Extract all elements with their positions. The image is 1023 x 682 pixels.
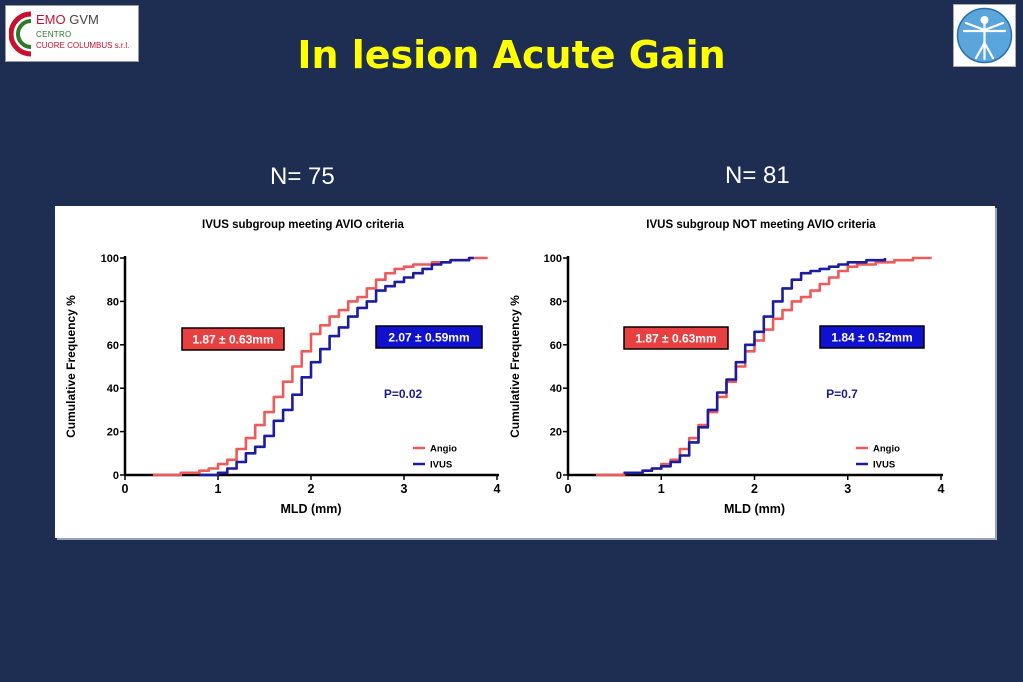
x-tick-label: 2: [751, 482, 758, 496]
vitruvian-man-icon: [956, 7, 1013, 64]
y-tick-label: 20: [107, 427, 119, 439]
emo-gvm-logo: EMO GVM CENTRO CUORE COLUMBUS s.r.l.: [5, 5, 139, 62]
x-tick-label: 2: [308, 482, 315, 496]
x-tick-label: 0: [122, 482, 129, 496]
y-tick-label: 0: [556, 470, 562, 482]
y-tick-label: 40: [107, 383, 119, 395]
chart-1: IVUS subgroup meeting AVIO criteria02040…: [64, 219, 501, 516]
chart-title: IVUS subgroup NOT meeting AVIO criteria: [646, 219, 876, 231]
y-tick-label: 60: [550, 340, 562, 352]
y-tick-label: 100: [101, 253, 119, 265]
y-tick-label: 40: [550, 383, 562, 395]
angio-value-box: [181, 327, 285, 351]
angio-value-box: [623, 326, 729, 350]
legend-label-ivus: IVUS: [873, 460, 895, 471]
x-tick-label: 4: [494, 482, 501, 496]
charts-svg: IVUS subgroup meeting AVIO criteria02040…: [64, 219, 945, 516]
x-tick-label: 1: [215, 482, 222, 496]
p-value: P=0.7: [826, 387, 858, 401]
series-line-ivus: [199, 256, 474, 477]
ivus-value-label: 2.07 ± 0.59mm: [388, 331, 469, 345]
y-axis-label: Cumulative Frequency %: [64, 295, 78, 438]
logo-line-1: EMO GVM: [36, 12, 99, 27]
legend-label-angio: Angio: [430, 444, 457, 455]
n-label-right: N= 81: [725, 162, 790, 189]
ivus-value-label: 1.84 ± 0.52mm: [831, 331, 912, 345]
angio-value-label: 1.87 ± 0.63mm: [635, 332, 716, 346]
x-tick-label: 1: [658, 482, 665, 496]
y-axis-label: Cumulative Frequency %: [508, 295, 522, 438]
x-tick-label: 3: [401, 482, 408, 496]
x-axis-label: MLD (mm): [724, 502, 785, 516]
chart-2: IVUS subgroup NOT meeting AVIO criteria 0…: [508, 219, 945, 516]
vitruvian-logo: [953, 4, 1016, 67]
p-value: P=0.02: [384, 387, 423, 401]
slide-title: In lesion Acute Gain: [297, 33, 726, 77]
x-tick-label: 0: [565, 482, 572, 496]
logo-line-2: CENTRO: [36, 30, 72, 39]
legend-label-angio: Angio: [873, 444, 900, 455]
y-tick-label: 80: [550, 296, 562, 308]
x-axis-label: MLD (mm): [280, 502, 341, 516]
angio-value-label: 1.87 ± 0.63mm: [192, 333, 273, 347]
x-tick-label: 3: [844, 482, 851, 496]
y-tick-label: 80: [107, 296, 119, 308]
x-tick-label: 4: [938, 482, 945, 496]
y-tick-label: 20: [550, 427, 562, 439]
ivus-value-box: [819, 325, 925, 349]
series-line-ivus: [624, 258, 887, 475]
ivus-value-box: [375, 325, 483, 349]
series-line-angio: [596, 256, 932, 477]
emo-gvm-mark-icon: [9, 11, 32, 57]
legend-label-ivus: IVUS: [430, 460, 452, 471]
series-line-angio: [152, 256, 488, 477]
logo-line-3: CUORE COLUMBUS s.r.l.: [36, 41, 130, 50]
n-label-left: N= 75: [270, 163, 335, 190]
y-tick-label: 100: [544, 253, 562, 265]
y-tick-label: 60: [107, 340, 119, 352]
y-tick-label: 0: [113, 470, 119, 482]
chart-title: IVUS subgroup meeting AVIO criteria: [202, 219, 405, 231]
chart-panel: IVUS subgroup meeting AVIO criteria 0 20 40…: [55, 206, 995, 538]
